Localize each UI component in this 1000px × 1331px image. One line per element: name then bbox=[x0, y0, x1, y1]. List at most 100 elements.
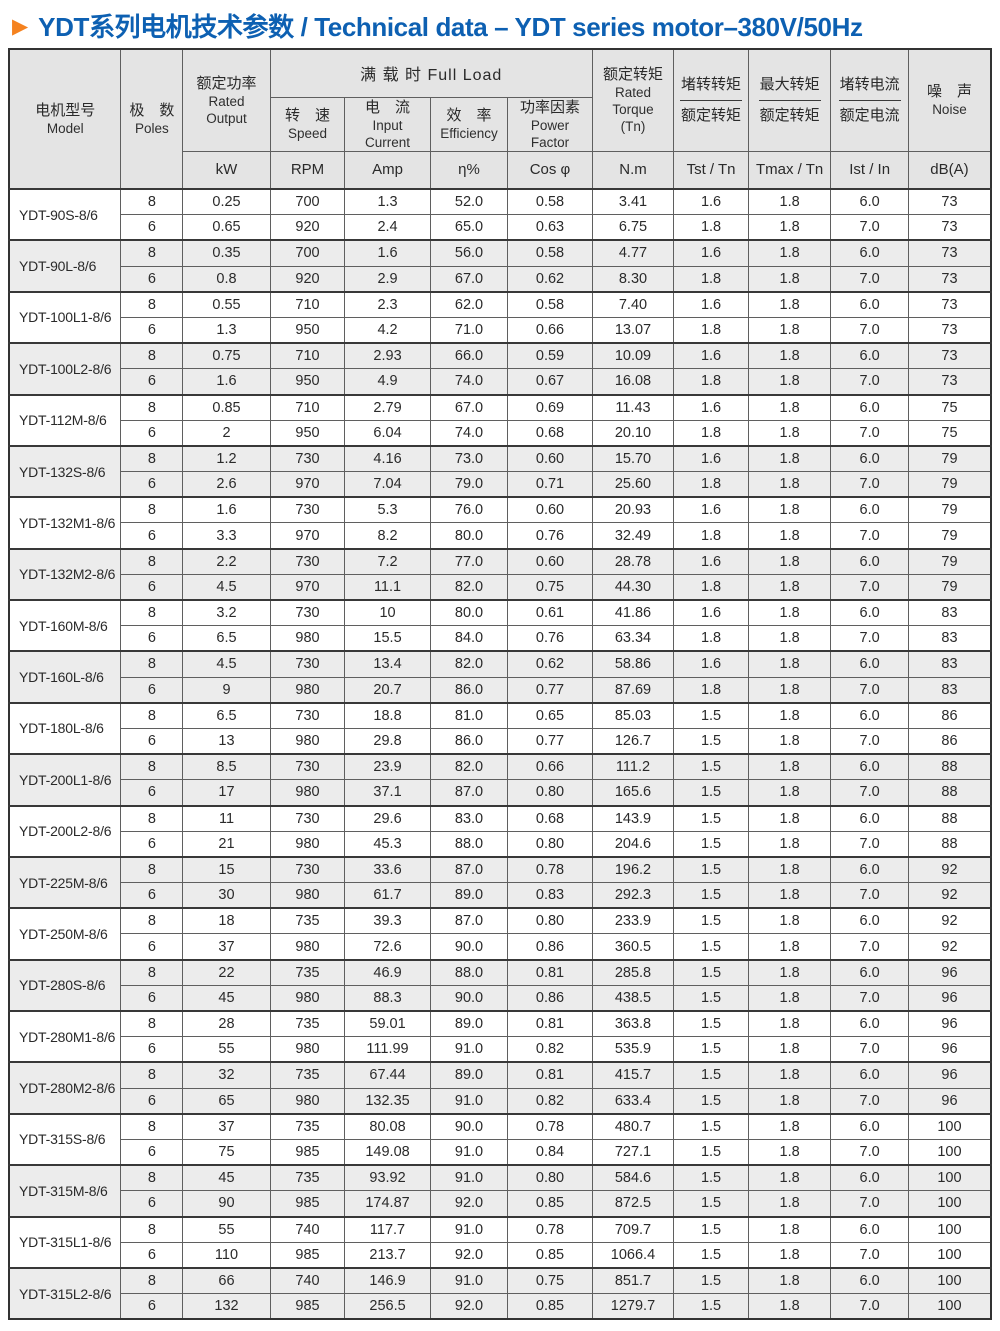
table-cell: 76.0 bbox=[429, 496, 509, 524]
table-cell: 1.8 bbox=[673, 676, 749, 704]
table-cell: 72.6 bbox=[344, 933, 431, 961]
table-cell: 111.99 bbox=[344, 1036, 431, 1063]
table-cell: 1.8 bbox=[747, 1010, 832, 1038]
table-cell: 8 bbox=[120, 547, 184, 575]
table-cell: 85.03 bbox=[591, 701, 675, 729]
table-cell: 1.5 bbox=[673, 984, 749, 1012]
table-cell: 11 bbox=[182, 804, 271, 832]
table-cell: 0.60 bbox=[507, 496, 593, 524]
table-cell: 92 bbox=[907, 907, 992, 935]
table-cell: 92 bbox=[907, 855, 992, 884]
table-cell: 1.6 bbox=[673, 547, 749, 575]
unit-cos: Cos φ bbox=[507, 150, 593, 190]
table-cell: 41.86 bbox=[591, 599, 675, 627]
table-row-8pole: YDT-315L1-8/6 8 55 740 117.7 91.0 0.78 7… bbox=[8, 1215, 992, 1269]
table-cell: 1.5 bbox=[673, 855, 749, 884]
table-cell: 6 bbox=[120, 316, 184, 344]
table-row-6pole: 6 17 980 37.1 87.0 0.80 165.6 1.5 1.8 7.… bbox=[9, 779, 992, 806]
unit-kw: kW bbox=[182, 150, 271, 190]
table-cell: 8 bbox=[120, 290, 184, 318]
table-cell: 0.67 bbox=[507, 368, 593, 395]
table-cell: 1.8 bbox=[747, 444, 832, 473]
table-cell: 980 bbox=[269, 984, 346, 1012]
table-cell: 91.0 bbox=[429, 1087, 509, 1115]
model-cell: YDT-132M1-8/6 bbox=[8, 496, 122, 550]
table-cell: 82.0 bbox=[429, 753, 509, 781]
table-cell: 6.0 bbox=[830, 393, 909, 421]
table-cell: 980 bbox=[269, 1036, 346, 1063]
table-cell: 92.0 bbox=[429, 1293, 509, 1320]
table-cell: 7.0 bbox=[830, 419, 909, 447]
model-cell: YDT-160L-8/6 bbox=[8, 650, 122, 704]
table-row-6pole: 6 65 980 132.35 91.0 0.82 633.4 1.5 1.8 … bbox=[9, 1087, 992, 1115]
table-cell: 1.6 bbox=[673, 342, 749, 370]
table-cell: 1279.7 bbox=[591, 1293, 675, 1320]
table-cell: 0.75 bbox=[507, 573, 593, 601]
table-row-6pole: 6 2.6 970 7.04 79.0 0.71 25.60 1.8 1.8 7… bbox=[9, 471, 992, 498]
table-cell: 0.55 bbox=[182, 290, 271, 318]
table-cell: 6.0 bbox=[830, 1061, 909, 1089]
table-row-6pole: 6 1.6 950 4.9 74.0 0.67 16.08 1.8 1.8 7.… bbox=[9, 368, 992, 395]
table-cell: 292.3 bbox=[591, 882, 675, 909]
table-cell: 1.8 bbox=[747, 599, 832, 627]
table-cell: 735 bbox=[269, 1164, 346, 1192]
table-cell: 75 bbox=[907, 419, 992, 447]
model-cell: YDT-200L2-8/6 bbox=[8, 804, 122, 858]
table-cell: 96 bbox=[907, 1010, 992, 1038]
table-cell: 0.35 bbox=[182, 239, 271, 267]
table-cell: 73 bbox=[907, 239, 992, 267]
table-cell: 980 bbox=[269, 625, 346, 652]
table-cell: 0.62 bbox=[507, 650, 593, 678]
table-cell: 8 bbox=[120, 599, 184, 627]
table-cell: 132.35 bbox=[344, 1087, 431, 1115]
table-row-6pole: 6 4.5 970 11.1 82.0 0.75 44.30 1.8 1.8 7… bbox=[9, 573, 992, 601]
table-cell: 6 bbox=[120, 522, 184, 550]
table-cell: 0.71 bbox=[507, 471, 593, 498]
table-cell: 37 bbox=[182, 1112, 271, 1140]
table-cell: 1.6 bbox=[344, 239, 431, 267]
table-cell: 32.49 bbox=[591, 522, 675, 550]
table-cell: 1.8 bbox=[747, 1190, 832, 1217]
table-cell: 92.0 bbox=[429, 1241, 509, 1269]
fraction-divider bbox=[838, 99, 901, 101]
table-cell: 1.6 bbox=[673, 393, 749, 421]
table-cell: 44.30 bbox=[591, 573, 675, 601]
table-cell: 0.78 bbox=[507, 1215, 593, 1243]
table-cell: 100 bbox=[907, 1215, 992, 1243]
table-cell: 20.93 bbox=[591, 496, 675, 524]
table-cell: 0.59 bbox=[507, 342, 593, 370]
table-cell: 1.8 bbox=[673, 471, 749, 498]
table-cell: 7.0 bbox=[830, 625, 909, 652]
header-model: 电机型号 Model bbox=[8, 48, 122, 190]
table-cell: 111.2 bbox=[591, 753, 675, 781]
table-cell: 88.0 bbox=[429, 830, 509, 858]
table-cell: 7.0 bbox=[830, 830, 909, 858]
model-cell: YDT-100L1-8/6 bbox=[8, 290, 122, 344]
table-cell: 0.80 bbox=[507, 779, 593, 806]
header-speed: 转 速 Speed bbox=[269, 96, 346, 152]
table-cell: 82.0 bbox=[429, 650, 509, 678]
table-cell: 21 bbox=[182, 830, 271, 858]
unit-rpm: RPM bbox=[269, 150, 346, 190]
table-cell: 0.65 bbox=[507, 701, 593, 729]
model-cell: YDT-315L2-8/6 bbox=[8, 1266, 122, 1320]
table-cell: 0.83 bbox=[507, 882, 593, 909]
table-row-8pole: YDT-250M-8/6 8 18 735 39.3 87.0 0.80 233… bbox=[8, 907, 992, 961]
table-cell: 980 bbox=[269, 676, 346, 704]
table-cell: 73 bbox=[907, 368, 992, 395]
table-cell: 730 bbox=[269, 650, 346, 678]
table-cell: 1.5 bbox=[673, 1036, 749, 1063]
table-cell: 1.8 bbox=[747, 368, 832, 395]
unit-amp: Amp bbox=[344, 150, 431, 190]
table-cell: 87.0 bbox=[429, 907, 509, 935]
table-cell: 87.0 bbox=[429, 855, 509, 884]
table-cell: 0.68 bbox=[507, 804, 593, 832]
arrow-right-icon: ▶ bbox=[12, 14, 29, 38]
table-cell: 13 bbox=[182, 727, 271, 755]
table-cell: 0.77 bbox=[507, 727, 593, 755]
table-cell: 0.85 bbox=[182, 393, 271, 421]
page-title: YDT系列电机技术参数 / Technical data – YDT serie… bbox=[38, 11, 863, 42]
table-cell: 29.8 bbox=[344, 727, 431, 755]
table-cell: 9 bbox=[182, 676, 271, 704]
table-cell: 84.0 bbox=[429, 625, 509, 652]
